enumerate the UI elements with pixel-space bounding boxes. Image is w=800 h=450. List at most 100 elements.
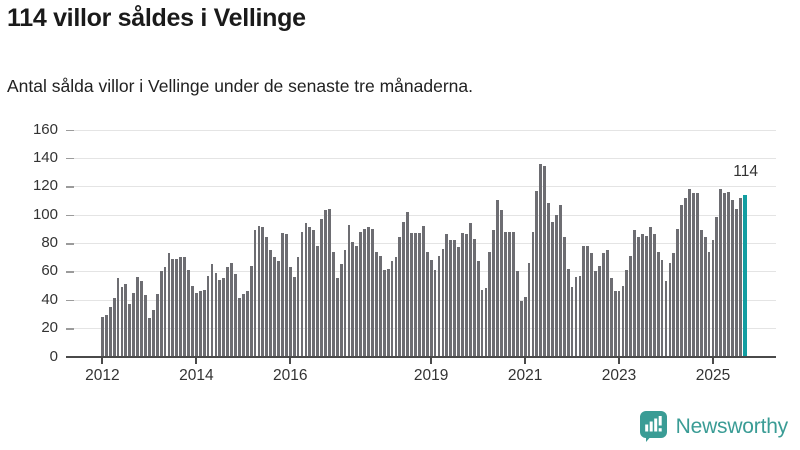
bar	[574, 277, 578, 357]
x-tick-label: 2014	[179, 367, 214, 384]
bar	[543, 166, 547, 357]
bar	[331, 251, 335, 357]
bar	[605, 250, 609, 357]
bar	[656, 251, 660, 357]
bar	[304, 223, 308, 357]
bar	[508, 231, 511, 357]
x-tick	[430, 358, 433, 364]
bar	[339, 264, 343, 357]
chart-subtitle: Antal sålda villor i Vellinge under de s…	[7, 76, 473, 96]
bar	[453, 240, 457, 357]
x-axis-line	[66, 356, 776, 358]
bar	[695, 193, 699, 357]
bar	[112, 298, 116, 357]
bar	[519, 301, 523, 357]
bar	[214, 272, 218, 357]
bar	[558, 204, 562, 357]
bar	[586, 245, 590, 357]
bar	[151, 309, 155, 357]
bar	[406, 211, 410, 357]
bar	[261, 227, 265, 357]
bar	[292, 277, 296, 357]
x-tick	[618, 358, 621, 364]
bar	[637, 237, 640, 357]
bar	[179, 257, 183, 357]
bar	[598, 265, 601, 357]
bar	[523, 296, 527, 357]
bar	[449, 240, 453, 357]
bar	[562, 237, 566, 357]
bar	[425, 251, 429, 357]
y-tick-label: 80	[41, 234, 58, 251]
bar	[707, 251, 711, 357]
y-tick-label: 140	[32, 148, 58, 166]
bar	[488, 251, 492, 357]
bar	[284, 234, 288, 357]
bar	[692, 193, 695, 357]
y-tick-label: 40	[41, 290, 58, 308]
bar	[551, 221, 554, 357]
bar	[120, 286, 124, 357]
bar	[147, 318, 151, 357]
bar	[359, 231, 363, 357]
bar	[496, 200, 500, 357]
bar	[418, 233, 421, 357]
y-tick-label: 100	[32, 205, 58, 223]
x-tick	[711, 358, 714, 364]
bar	[390, 261, 394, 357]
bar	[492, 230, 496, 357]
bar	[566, 268, 570, 357]
bar	[429, 260, 433, 357]
bar	[578, 275, 582, 357]
bar	[504, 231, 507, 357]
bar	[613, 291, 617, 357]
bar	[609, 278, 613, 357]
bar	[128, 304, 132, 357]
bar	[234, 274, 237, 357]
bar	[386, 268, 390, 357]
bar	[159, 271, 163, 357]
bar-chart-speech-bubble-icon	[639, 410, 669, 443]
bar	[374, 251, 378, 357]
bar	[727, 191, 731, 357]
newsworthy-logo[interactable]: Newsworthy	[639, 410, 788, 443]
bar	[594, 271, 597, 357]
bar	[723, 193, 727, 357]
bar	[163, 267, 167, 357]
x-tick-label: 2021	[507, 367, 543, 384]
bar	[402, 221, 406, 357]
bar	[652, 234, 656, 357]
bar	[731, 200, 734, 357]
bar	[300, 231, 304, 357]
bar	[410, 233, 413, 357]
bar	[582, 245, 586, 357]
bar	[104, 315, 108, 357]
bar	[617, 291, 621, 357]
x-tick-label: 2025	[695, 367, 731, 384]
bar	[382, 269, 386, 357]
highlight-value-label: 114	[733, 163, 758, 180]
bar	[527, 262, 531, 357]
bar	[101, 316, 104, 357]
bar	[625, 269, 629, 357]
bar	[735, 208, 738, 357]
bar	[715, 217, 719, 357]
bar	[441, 248, 445, 357]
bar	[335, 278, 339, 357]
bar	[316, 245, 320, 357]
bar	[296, 257, 300, 357]
x-tick-label: 2023	[601, 367, 637, 384]
x-tick-label: 2012	[85, 367, 120, 384]
bar	[539, 163, 543, 357]
bar	[351, 241, 355, 357]
y-tick-label: 120	[32, 177, 58, 195]
bar	[511, 231, 515, 357]
bar	[183, 257, 186, 357]
bar	[421, 225, 425, 357]
bar	[155, 294, 159, 357]
x-tick	[195, 358, 198, 364]
bar	[378, 255, 382, 357]
bar	[711, 240, 715, 357]
bar	[738, 197, 742, 357]
bar	[648, 227, 652, 357]
